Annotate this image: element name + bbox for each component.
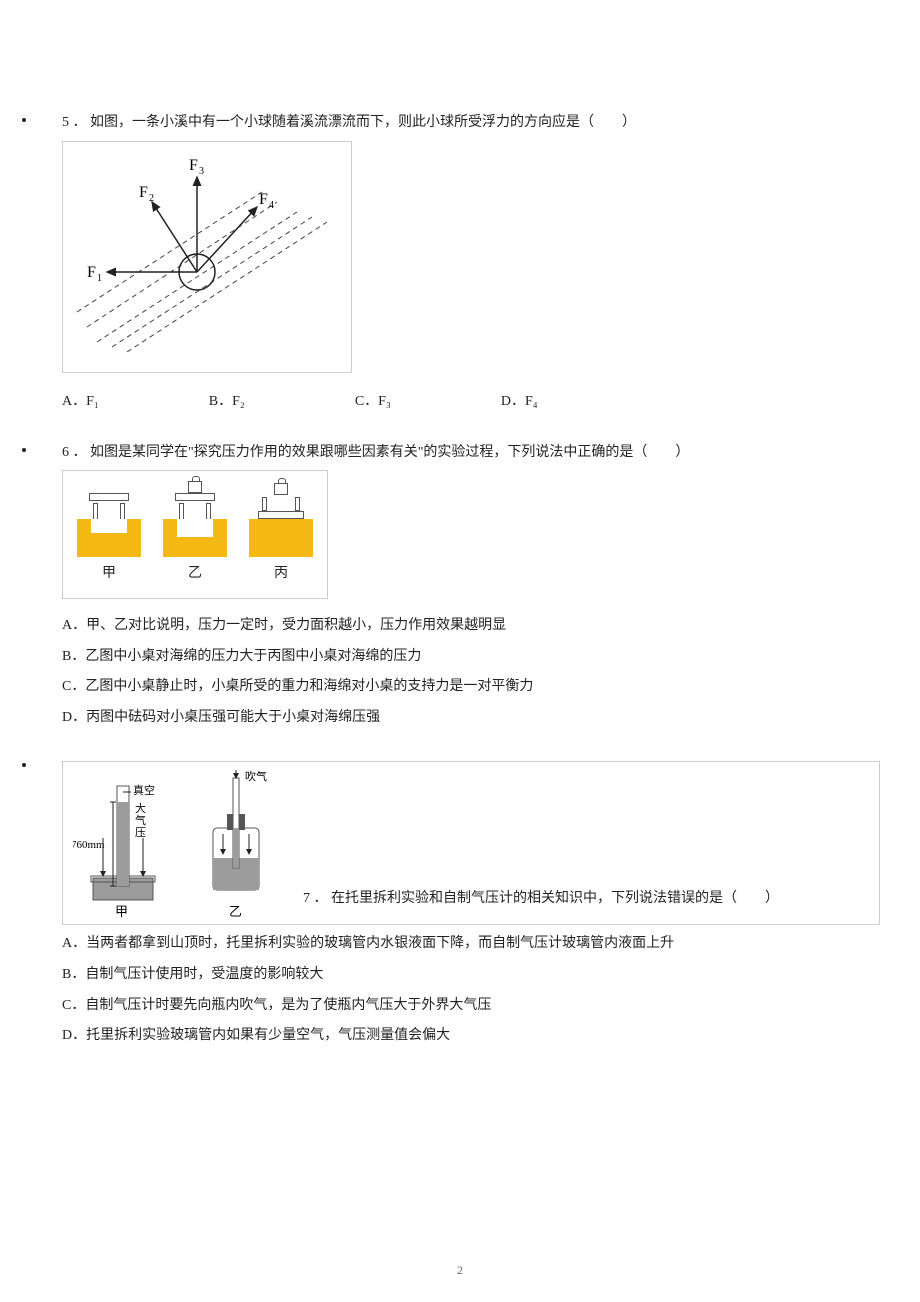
panel-label-yi: 乙 [229, 904, 242, 918]
q7-options: A．当两者都拿到山顶时，托里拆利实验的玻璃管内水银液面下降，而自制气压计玻璃管内… [62, 931, 880, 1049]
q7-number: 7 ． [303, 891, 328, 906]
pressure-panels: 甲 乙 [77, 481, 313, 588]
svg-text:3: 3 [199, 166, 204, 177]
svg-text:压: 压 [135, 826, 146, 839]
panel-label: 乙 [188, 561, 202, 588]
panel-label-jia: 甲 [115, 904, 128, 918]
q6-number: 6 ． [62, 445, 87, 460]
q5-opt-a: A．F₁ [62, 389, 99, 416]
svg-text:F: F [139, 184, 148, 201]
q5-opt-b: B．F₂ [209, 389, 245, 416]
question-6: 6 ． 如图是某同学在"探究压力作用的效果跟哪些因素有关"的实验过程，下列说法中… [40, 440, 880, 732]
q5-opt-c: C．F₃ [355, 389, 391, 416]
weight-icon [274, 483, 288, 495]
q5-number: 5 ． [62, 115, 87, 130]
q7-opt-b: B．自制气压计使用时，受温度的影响较大 [62, 962, 880, 989]
svg-text:气: 气 [135, 813, 146, 827]
q5-options: A．F₁ B．F₂ C．F₃ D．F₄ [62, 389, 880, 416]
svg-text:大: 大 [135, 801, 146, 815]
svg-text:1: 1 [97, 273, 102, 284]
panel-label: 甲 [102, 561, 116, 588]
sponge-icon [163, 519, 227, 557]
q5-stem-text: 如图，一条小溪中有一个小球随着溪流漂流而下，则此小球所受浮力的方向应是（ ） [90, 115, 636, 130]
q5-figure: F1 F2 F3 F4 [62, 141, 352, 374]
q7-stem: 7 ． 在托里拆利实验和自制气压计的相关知识中，下列说法错误的是（ ） [303, 886, 779, 919]
svg-text:F: F [87, 264, 96, 281]
bullet-icon [22, 763, 26, 767]
page-number: 2 [0, 1259, 920, 1282]
blow-label: 吹气 [245, 769, 267, 783]
q6-opt-c: C．乙图中小桌静止时，小桌所受的重力和海绵对小桌的支持力是一对平衡力 [62, 674, 880, 701]
q6-stem-row: 6 ． 如图是某同学在"探究压力作用的效果跟哪些因素有关"的实验过程，下列说法中… [40, 440, 880, 467]
svg-text:F: F [189, 157, 198, 174]
q6-stem-text: 如图是某同学在"探究压力作用的效果跟哪些因素有关"的实验过程，下列说法中正确的是… [90, 445, 689, 460]
q5-stem: 5 ． 如图，一条小溪中有一个小球随着溪流漂流而下，则此小球所受浮力的方向应是（… [62, 110, 880, 137]
sponge-icon [77, 519, 141, 557]
q5-stem-row: 5 ． 如图，一条小溪中有一个小球随着溪流漂流而下，则此小球所受浮力的方向应是（… [40, 110, 880, 137]
question-7: 真空 大 气 压 760mm 甲 吹气 [40, 755, 880, 1049]
panel-jia: 甲 [77, 493, 141, 588]
bullet-icon [22, 118, 26, 122]
q6-opt-d: D．丙图中砝码对小桌压强可能大于小桌对海绵压强 [62, 705, 880, 732]
question-5: 5 ． 如图，一条小溪中有一个小球随着溪流漂流而下，则此小球所受浮力的方向应是（… [40, 110, 880, 416]
q6-opt-b: B．乙图中小桌对海绵的压力大于丙图中小桌对海绵的压力 [62, 644, 880, 671]
vacuum-label: 真空 [133, 783, 155, 797]
q7-stem-text: 在托里拆利实验和自制气压计的相关知识中，下列说法错误的是（ ） [331, 891, 779, 906]
svg-text:F: F [259, 191, 268, 208]
panel-yi: 乙 [163, 481, 227, 588]
small-table-icon [177, 493, 213, 521]
bullet-icon [22, 448, 26, 452]
buoyancy-diagram: F1 F2 F3 F4 [77, 152, 337, 352]
q7-opt-c: C．自制气压计时要先向瓶内吹气，是为了使瓶内气压大于外界大气压 [62, 993, 880, 1020]
weight-icon [188, 481, 202, 493]
table-upside-icon [258, 497, 304, 519]
q6-options: A．甲、乙对比说明，压力一定时，受力面积越小，压力作用效果越明显 B．乙图中小桌… [62, 613, 880, 731]
q6-opt-a: A．甲、乙对比说明，压力一定时，受力面积越小，压力作用效果越明显 [62, 613, 880, 640]
height-label: 760mm [73, 839, 105, 851]
q6-stem: 6 ． 如图是某同学在"探究压力作用的效果跟哪些因素有关"的实验过程，下列说法中… [62, 440, 880, 467]
q7-opt-a: A．当两者都拿到山顶时，托里拆利实验的玻璃管内水银液面下降，而自制气压计玻璃管内… [62, 931, 880, 958]
panel-bing: 丙 [249, 497, 313, 588]
svg-text:2: 2 [149, 193, 154, 204]
q6-figure: 甲 乙 [62, 470, 328, 599]
svg-text:4: 4 [269, 200, 274, 211]
barometer-diagram: 真空 大 气 压 760mm 甲 吹气 [73, 768, 293, 918]
q7-opt-d: D．托里拆利实验玻璃管内如果有少量空气，气压测量值会偏大 [62, 1023, 880, 1050]
panel-label: 丙 [274, 561, 288, 588]
sponge-icon [249, 519, 313, 557]
q7-figure-row: 真空 大 气 压 760mm 甲 吹气 [62, 761, 880, 925]
q5-opt-d: D．F₄ [501, 389, 538, 416]
small-table-icon [91, 493, 127, 521]
